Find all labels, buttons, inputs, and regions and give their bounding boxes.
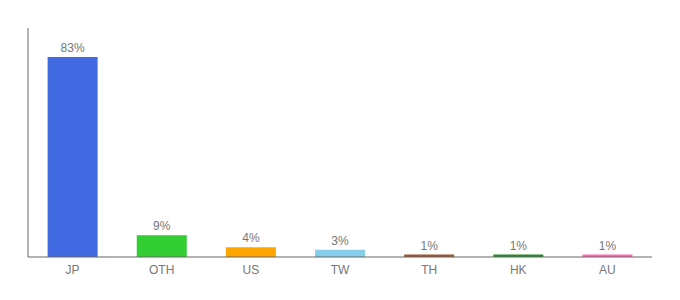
svg-text:3%: 3% xyxy=(331,234,349,248)
svg-text:JP: JP xyxy=(66,263,80,277)
svg-text:9%: 9% xyxy=(153,219,171,233)
svg-text:AU: AU xyxy=(599,263,616,277)
svg-text:HK: HK xyxy=(510,263,527,277)
svg-text:1%: 1% xyxy=(599,239,617,253)
svg-text:1%: 1% xyxy=(510,239,528,253)
svg-text:OTH: OTH xyxy=(149,263,174,277)
svg-text:4%: 4% xyxy=(242,231,260,245)
svg-text:US: US xyxy=(243,263,260,277)
svg-text:83%: 83% xyxy=(61,41,85,55)
svg-text:1%: 1% xyxy=(421,239,439,253)
svg-text:TH: TH xyxy=(421,263,437,277)
svg-text:TW: TW xyxy=(331,263,350,277)
